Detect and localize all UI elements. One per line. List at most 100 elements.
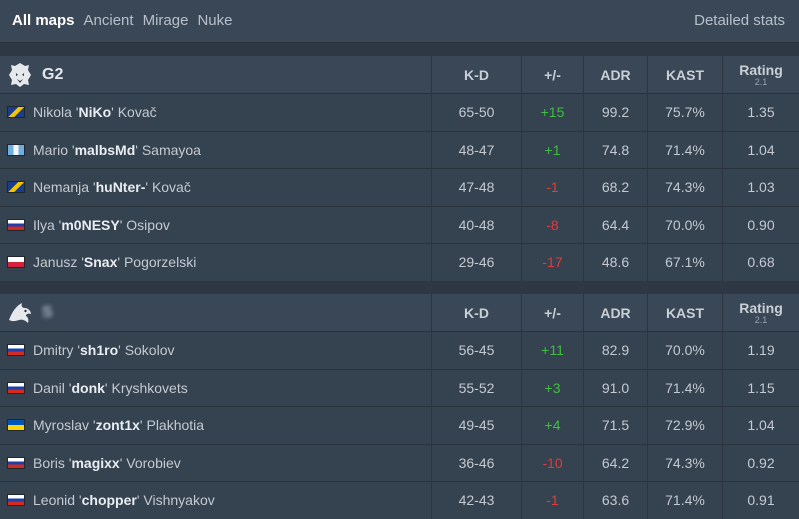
team-name[interactable]: G2 <box>42 65 64 83</box>
player-cell: Janusz 'Snax' Pogorzelski <box>0 244 432 281</box>
adr-value: 64.4 <box>584 206 648 243</box>
country-flag-icon <box>7 456 25 469</box>
player-row[interactable]: Nikola 'NiKo' Kovač 65-50 +15 99.2 75.7%… <box>0 93 799 131</box>
adr-value: 74.8 <box>584 131 648 168</box>
player-name[interactable]: Ilya 'm0NESY' Osipov <box>33 216 170 233</box>
header-kast[interactable]: KAST <box>648 294 723 331</box>
player-name[interactable]: Danil 'donk' Kryshkovets <box>33 379 188 396</box>
rating-value: 0.90 <box>747 216 775 233</box>
plus-minus-value: -17 <box>522 244 584 281</box>
detailed-stats-link[interactable]: Detailed stats <box>694 12 785 29</box>
tab-all-maps[interactable]: All maps <box>12 12 75 29</box>
header-adr[interactable]: ADR <box>584 294 648 331</box>
kd-value: 40-48 <box>432 206 522 243</box>
rating-value: 1.19 <box>747 342 775 359</box>
country-flag-icon <box>7 344 25 357</box>
player-row[interactable]: Janusz 'Snax' Pogorzelski 29-46 -17 48.6… <box>0 243 799 281</box>
team-name[interactable]: S <box>42 303 53 321</box>
kast-value: 71.4% <box>648 369 723 406</box>
country-flag-icon <box>7 218 25 231</box>
player-name[interactable]: Janusz 'Snax' Pogorzelski <box>33 254 197 271</box>
kast-value: 70.0% <box>648 332 723 369</box>
kast-value: 74.3% <box>648 169 723 206</box>
adr-value: 99.2 <box>584 94 648 131</box>
player-row[interactable]: Mario 'malbsMd' Samayoa 48-47 +1 74.8 71… <box>0 130 799 168</box>
plus-minus-value: +3 <box>522 369 584 406</box>
player-cell: Myroslav 'zont1x' Plakhotia <box>0 407 432 444</box>
player-row[interactable]: Dmitry 'sh1ro' Sokolov 56-45 +11 82.9 70… <box>0 331 799 369</box>
rating-value: 1.35 <box>747 104 775 121</box>
country-flag-icon <box>7 381 25 394</box>
player-row[interactable]: Danil 'donk' Kryshkovets 55-52 +3 91.0 7… <box>0 368 799 406</box>
tab-ancient[interactable]: Ancient <box>83 12 134 29</box>
kd-value: 42-43 <box>432 482 522 519</box>
player-cell: Danil 'donk' Kryshkovets <box>0 369 432 406</box>
team-header-row: G2 K-D +/- ADR KAST Rating 2.1 <box>0 56 799 93</box>
header-kast[interactable]: KAST <box>648 56 723 93</box>
kd-value: 36-46 <box>432 444 522 481</box>
player-row[interactable]: Myroslav 'zont1x' Plakhotia 49-45 +4 71.… <box>0 406 799 444</box>
header-adr[interactable]: ADR <box>584 56 648 93</box>
country-flag-icon <box>7 143 25 156</box>
country-flag-icon <box>7 106 25 119</box>
player-row[interactable]: Boris 'magixx' Vorobiev 36-46 -10 64.2 7… <box>0 443 799 481</box>
rating-value: 1.04 <box>747 141 775 158</box>
player-name[interactable]: Dmitry 'sh1ro' Sokolov <box>33 342 175 359</box>
player-name[interactable]: Mario 'malbsMd' Samayoa <box>33 141 201 158</box>
plus-minus-value: +4 <box>522 407 584 444</box>
adr-value: 48.6 <box>584 244 648 281</box>
kast-value: 71.4% <box>648 131 723 168</box>
header-rating[interactable]: Rating 2.1 <box>723 56 799 93</box>
player-name[interactable]: Nemanja 'huNter-' Kovač <box>33 179 191 196</box>
adr-value: 64.2 <box>584 444 648 481</box>
player-cell: Dmitry 'sh1ro' Sokolov <box>0 332 432 369</box>
rating-value: 0.91 <box>747 492 775 509</box>
kd-value: 49-45 <box>432 407 522 444</box>
header-kd[interactable]: K-D <box>432 294 522 331</box>
player-name[interactable]: Nikola 'NiKo' Kovač <box>33 104 157 121</box>
team-stats-table-spirit: S K-D +/- ADR KAST Rating 2.1 Dmitry 'sh… <box>0 294 799 519</box>
country-flag-icon <box>7 256 25 269</box>
player-row[interactable]: Leonid 'chopper' Vishnyakov 42-43 -1 63.… <box>0 481 799 519</box>
kast-value: 75.7% <box>648 94 723 131</box>
player-row[interactable]: Ilya 'm0NESY' Osipov 40-48 -8 64.4 70.0%… <box>0 205 799 243</box>
header-rating[interactable]: Rating 2.1 <box>723 294 799 331</box>
country-flag-icon <box>7 181 25 194</box>
plus-minus-value: -1 <box>522 482 584 519</box>
player-cell: Nikola 'NiKo' Kovač <box>0 94 432 131</box>
rating-value: 0.92 <box>747 454 775 471</box>
player-name[interactable]: Myroslav 'zont1x' Plakhotia <box>33 417 205 434</box>
player-name[interactable]: Leonid 'chopper' Vishnyakov <box>33 492 215 509</box>
player-cell: Nemanja 'huNter-' Kovač <box>0 169 432 206</box>
kd-value: 65-50 <box>432 94 522 131</box>
plus-minus-value: +1 <box>522 131 584 168</box>
kast-value: 70.0% <box>648 206 723 243</box>
kd-value: 48-47 <box>432 131 522 168</box>
adr-value: 63.6 <box>584 482 648 519</box>
rating-version: 2.1 <box>754 314 768 325</box>
rating-label: Rating <box>739 61 783 78</box>
kd-value: 55-52 <box>432 369 522 406</box>
map-filter-bar: All maps Ancient Mirage Nuke Detailed st… <box>0 0 799 43</box>
player-cell: Leonid 'chopper' Vishnyakov <box>0 482 432 519</box>
tab-mirage[interactable]: Mirage <box>142 12 189 29</box>
team-stats-table-g2: G2 K-D +/- ADR KAST Rating 2.1 Nikola 'N… <box>0 56 799 281</box>
rating-version: 2.1 <box>754 76 768 87</box>
header-kd[interactable]: K-D <box>432 56 522 93</box>
plus-minus-value: +11 <box>522 332 584 369</box>
header-plus-minus[interactable]: +/- <box>522 294 584 331</box>
kast-value: 67.1% <box>648 244 723 281</box>
player-cell: Mario 'malbsMd' Samayoa <box>0 131 432 168</box>
map-tabs: All maps Ancient Mirage Nuke <box>12 12 232 29</box>
kast-value: 71.4% <box>648 482 723 519</box>
rating-value: 1.04 <box>747 417 775 434</box>
g2-logo-icon <box>6 61 34 89</box>
tab-nuke[interactable]: Nuke <box>197 12 233 29</box>
header-plus-minus[interactable]: +/- <box>522 56 584 93</box>
player-row[interactable]: Nemanja 'huNter-' Kovač 47-48 -1 68.2 74… <box>0 168 799 206</box>
kast-value: 72.9% <box>648 407 723 444</box>
country-flag-icon <box>7 494 25 507</box>
player-name[interactable]: Boris 'magixx' Vorobiev <box>33 454 181 471</box>
kd-value: 29-46 <box>432 244 522 281</box>
adr-value: 68.2 <box>584 169 648 206</box>
